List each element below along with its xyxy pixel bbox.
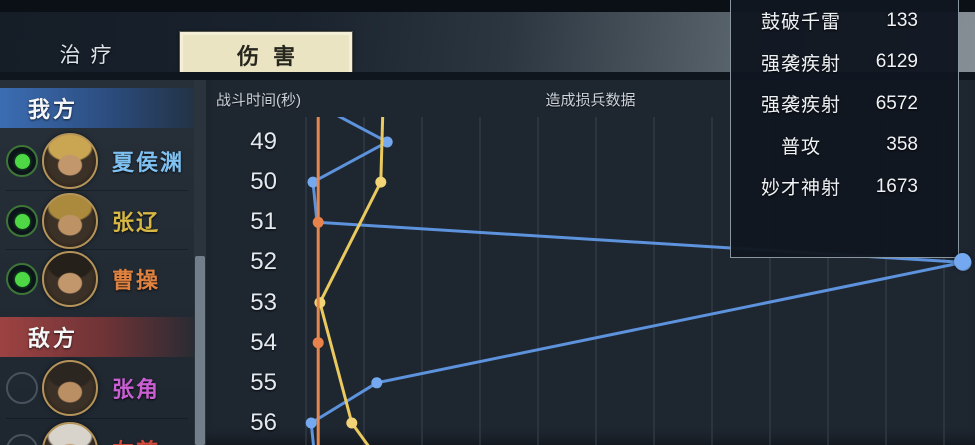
- skill-damage-value: 133: [886, 9, 918, 31]
- unit-avatar[interactable]: [42, 193, 98, 249]
- unit-avatar[interactable]: [42, 360, 98, 416]
- tooltip-row: 妙才神射 1673: [731, 166, 958, 208]
- roster-row[interactable]: 张角: [0, 359, 194, 417]
- unit-name: 曹操: [112, 268, 161, 293]
- row-separator: [6, 249, 188, 250]
- unit-avatar[interactable]: [42, 251, 98, 307]
- tooltip-row: 强袭疾射 6129: [731, 42, 958, 84]
- tooltip-row: 普攻 358: [731, 125, 958, 167]
- tooltip-row: 强袭疾射 6572: [731, 83, 958, 125]
- enemy-section-header: 敌方: [0, 317, 194, 357]
- time-tick-label: 49: [250, 128, 277, 155]
- time-tick-label: 56: [250, 408, 277, 436]
- time-tick-label: 50: [250, 168, 277, 196]
- row-separator: [6, 190, 188, 191]
- unit-roster-sidebar: 我方 敌方 夏侯渊张辽曹操张角左慈: [0, 80, 194, 445]
- ally-section-header: 我方: [0, 88, 194, 128]
- skill-damage-value: 6129: [875, 51, 918, 73]
- skill-damage-value: 358: [886, 134, 918, 156]
- damage-line-chart: [305, 117, 972, 445]
- unit-selected-indicator[interactable]: [6, 145, 38, 177]
- roster-row[interactable]: 左慈: [0, 421, 194, 445]
- skill-name: 强袭疾射: [760, 95, 841, 117]
- unit-avatar[interactable]: [42, 422, 98, 445]
- chart-title: 造成损兵数据: [545, 92, 636, 109]
- skill-name: 普攻: [780, 136, 821, 158]
- row-separator: [6, 418, 188, 419]
- time-tick-label: 53: [250, 288, 277, 316]
- time-tick-label: 52: [250, 248, 277, 276]
- unit-avatar[interactable]: [42, 133, 98, 189]
- unit-unselected-indicator[interactable]: [6, 372, 38, 404]
- divider: [0, 72, 975, 80]
- skill-damage-value: 6572: [875, 92, 918, 114]
- skill-name: 鼓破千雷: [760, 12, 841, 34]
- time-tick-label: 54: [250, 328, 277, 356]
- unit-selected-indicator[interactable]: [6, 205, 38, 237]
- damage-breakdown-tooltip: 鼓破千雷 133 强袭疾射 6129 强袭疾射 6572 普攻 358 妙才神射 1673: [730, 0, 959, 258]
- roster-row[interactable]: 夏侯渊: [0, 132, 194, 190]
- unit-name: 张角: [112, 377, 161, 402]
- unit-unselected-indicator[interactable]: [6, 434, 38, 445]
- unit-name: 张辽: [112, 210, 161, 235]
- roster-row[interactable]: 张辽: [0, 192, 194, 250]
- skill-damage-value: 1673: [875, 175, 918, 197]
- tab-heal[interactable]: 治疗: [59, 44, 122, 67]
- unit-selected-indicator[interactable]: [6, 263, 38, 295]
- sidebar-scrollbar-track: [194, 80, 206, 445]
- sidebar-scrollbar-thumb[interactable]: [195, 256, 205, 445]
- hovered-data-point[interactable]: [954, 253, 971, 270]
- skill-name: 妙才神射: [760, 178, 841, 200]
- chart-time-axis-label: 战斗时间(秒): [216, 92, 301, 109]
- roster-row[interactable]: 曹操: [0, 250, 194, 308]
- time-tick-label: 51: [250, 208, 277, 236]
- skill-name: 强袭疾射: [760, 53, 841, 75]
- time-tick-label: 55: [250, 368, 277, 396]
- tooltip-row: 鼓破千雷 133: [731, 0, 958, 42]
- unit-name: 夏侯渊: [112, 150, 185, 175]
- unit-name: 左慈: [112, 434, 160, 445]
